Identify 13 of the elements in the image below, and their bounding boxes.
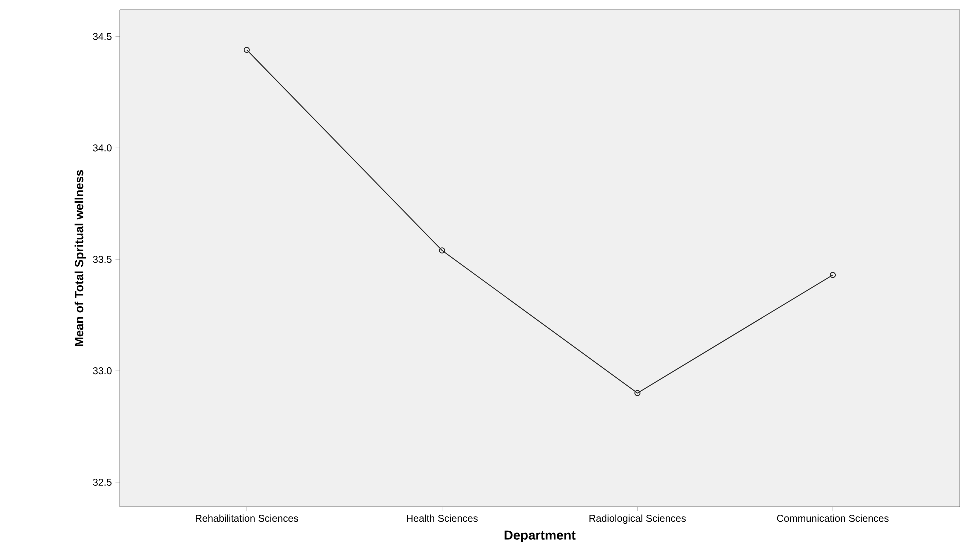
x-tick-label: Radiological Sciences xyxy=(590,514,686,524)
y-tick-label: 32.5 xyxy=(93,478,112,486)
point xyxy=(634,390,641,396)
x-tick-label: Rehabilitation Sciences xyxy=(196,514,298,522)
x-tick-label: Communication Sciences xyxy=(777,514,889,522)
x-axis-title: Department xyxy=(504,530,576,542)
y-axis-title: Mean of Total Spritual wellness xyxy=(74,170,86,346)
y-tick-label: 33.5 xyxy=(93,256,112,264)
y-tick-label: 34.0 xyxy=(93,144,112,152)
y-tick-label: 34.5 xyxy=(93,33,112,40)
point xyxy=(439,248,446,254)
y-tick-label: 33.0 xyxy=(93,368,112,375)
x-tick-label: Health Sciences xyxy=(407,514,478,522)
